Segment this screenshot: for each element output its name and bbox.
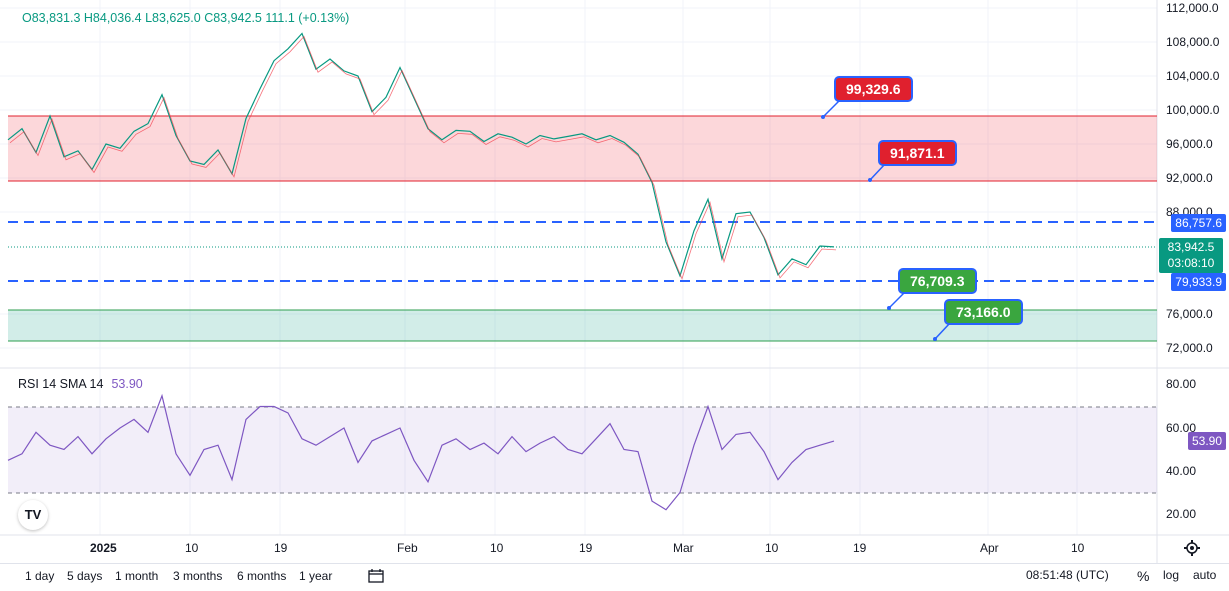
close-label: C <box>204 11 214 25</box>
auto-scale-toggle[interactable]: auto <box>1193 568 1217 582</box>
price-series-shadow <box>9 35 837 280</box>
callout-anchor-99329 <box>821 115 825 119</box>
timeframe-3-months[interactable]: 3 months <box>173 569 223 583</box>
time-tick: Mar <box>673 541 694 555</box>
bar-countdown: 03:08:10 <box>1167 256 1215 270</box>
callout-anchor-73166 <box>933 337 937 341</box>
close-value: 83,942.5 <box>213 11 262 25</box>
ohlc-legend: O83,831.3 H84,036.4 L83,625.0 C83,942.5 … <box>22 11 349 25</box>
price-tick: 96,000.0 <box>1166 137 1213 151</box>
rsi-series[interactable] <box>7 393 835 511</box>
timeframe-6-months[interactable]: 6 months <box>237 569 287 583</box>
time-tick: 19 <box>853 541 867 555</box>
level-tag-79933[interactable]: 79,933.9 <box>1171 273 1226 291</box>
time-tick: 10 <box>490 541 504 555</box>
rsi-tick: 20.00 <box>1166 507 1197 521</box>
low-value: 83,625.0 <box>152 11 201 25</box>
rsi-tick: 60.00 <box>1166 421 1197 435</box>
timeframe-1-day[interactable]: 1 day <box>25 569 55 583</box>
callout-76709[interactable]: 76,709.3 <box>900 270 975 292</box>
time-tick: Apr <box>980 541 999 555</box>
price-tick: 92,000.0 <box>1166 171 1213 185</box>
date-range-calendar-icon[interactable] <box>367 568 385 584</box>
open-label: O <box>22 11 32 25</box>
low-label: L <box>145 11 153 25</box>
price-tick: 100,000.0 <box>1166 103 1220 117</box>
rsi-tick: 80.00 <box>1166 377 1197 391</box>
current-price-tag[interactable]: 83,942.5 03:08:10 <box>1159 238 1223 273</box>
timeframe-5-days[interactable]: 5 days <box>67 569 103 583</box>
callout-pointer-91871 <box>869 163 886 181</box>
rsi-legend-label: RSI 14 SMA 14 <box>18 377 104 391</box>
price-tick: 72,000.0 <box>1166 341 1213 355</box>
time-tick: 10 <box>185 541 199 555</box>
open-value: 83,831.3 <box>31 11 81 25</box>
percent-scale-toggle[interactable]: % <box>1137 568 1150 584</box>
timeframe-1-month[interactable]: 1 month <box>115 569 159 583</box>
resistance-zone[interactable] <box>8 116 1157 181</box>
callout-anchor-76709 <box>887 306 891 310</box>
log-scale-toggle[interactable]: log <box>1163 568 1180 582</box>
bottom-toolbar: 1 day 5 days 1 month 3 months 6 months 1… <box>0 563 1229 591</box>
level-tag-86757[interactable]: 86,757.6 <box>1171 214 1226 232</box>
rsi-legend-value: 53.90 <box>111 377 143 391</box>
high-value: 84,036.4 <box>92 11 142 25</box>
price-tick: 108,000.0 <box>1166 35 1220 49</box>
time-tick: 19 <box>579 541 593 555</box>
rsi-legend[interactable]: RSI 14 SMA 14 53.90 <box>18 377 143 391</box>
time-tick: 10 <box>1071 541 1085 555</box>
rsi-value-tag: 53.90 <box>1187 432 1226 450</box>
callout-73166[interactable]: 73,166.0 <box>946 301 1021 323</box>
callout-pointer-73166 <box>934 322 951 340</box>
time-tick: Feb <box>397 541 418 555</box>
rsi-band-fill <box>8 407 1157 493</box>
chart-canvas[interactable] <box>0 0 1229 563</box>
callout-anchor-91871 <box>868 178 872 182</box>
callout-99329[interactable]: 99,329.6 <box>836 78 911 100</box>
change-value: 111.1 (+0.13%) <box>265 11 350 25</box>
callout-pointer-76709 <box>888 291 906 309</box>
price-series[interactable] <box>7 32 835 278</box>
current-price-value: 83,942.5 <box>1167 240 1215 254</box>
price-tick: 104,000.0 <box>1166 69 1220 83</box>
time-tick: 19 <box>274 541 288 555</box>
price-grid <box>0 0 1157 535</box>
rsi-tick: 40.00 <box>1166 464 1197 478</box>
time-tick: 2025 <box>90 541 117 555</box>
clock-timezone[interactable]: 08:51:48 (UTC) <box>1026 568 1109 582</box>
callout-91871[interactable]: 91,871.1 <box>880 142 955 164</box>
tradingview-logo[interactable]: TV <box>18 500 48 530</box>
timeframe-1-year[interactable]: 1 year <box>299 569 333 583</box>
price-tick: 112,000.0 <box>1166 1 1219 15</box>
settings-gear-icon[interactable] <box>1184 540 1200 556</box>
price-tick: 76,000.0 <box>1166 307 1213 321</box>
high-label: H <box>83 11 93 25</box>
time-tick: 10 <box>765 541 779 555</box>
callout-pointer-99329 <box>822 99 841 118</box>
